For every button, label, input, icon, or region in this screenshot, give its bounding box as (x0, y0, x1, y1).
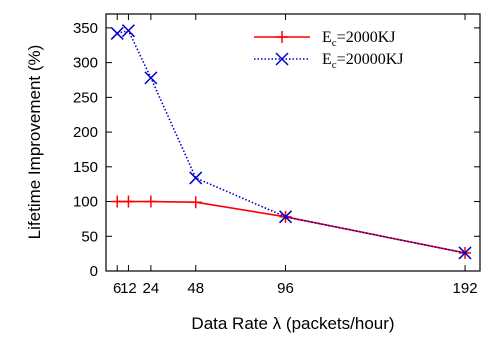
legend-label-2: Ec=20000KJ (322, 51, 403, 71)
series-line-2 (117, 29, 466, 254)
series-2-point (458, 246, 472, 260)
x-tick-label: 6 (113, 280, 121, 297)
x-tick-label: 24 (143, 280, 160, 297)
series-2-point (189, 171, 203, 185)
series-2-point (121, 24, 135, 38)
y-axis: 0 50 100 150 200 250 300 350 (73, 20, 480, 280)
series-1-point (189, 196, 202, 209)
y-axis-title: Lifetime Improvement (%) (25, 45, 44, 240)
series-line-1 (117, 200, 466, 254)
y-tick-label: 50 (81, 228, 98, 245)
plot-frame (105, 13, 481, 272)
x-tick-label: 12 (120, 280, 137, 297)
series-2-point (144, 71, 158, 85)
series-1-point (111, 195, 124, 208)
legend-label-1: Ec=2000KJ (322, 29, 395, 49)
x-tick-label: 192 (453, 280, 478, 297)
legend-marker-1 (276, 31, 288, 43)
legend-marker-2 (275, 52, 289, 66)
x-tick-label: 96 (277, 280, 294, 297)
series-2-point (110, 26, 124, 40)
y-tick-label: 200 (73, 124, 98, 141)
y-tick-label: 0 (90, 263, 98, 280)
series-1-point (144, 195, 157, 208)
y-tick-label: 150 (73, 159, 98, 176)
series-layer (110, 24, 472, 260)
x-tick-label: 48 (187, 280, 204, 297)
x-axis-title: Data Rate λ (packets/hour) (191, 314, 394, 333)
y-tick-label: 250 (73, 89, 98, 106)
series-1-point (122, 195, 135, 208)
series-2-point (278, 210, 293, 224)
y-tick-label: 350 (73, 20, 98, 37)
y-tick-label: 100 (73, 194, 98, 211)
y-tick-label: 300 (73, 55, 98, 72)
x-axis: 612 24 48 96 192 (113, 14, 478, 297)
